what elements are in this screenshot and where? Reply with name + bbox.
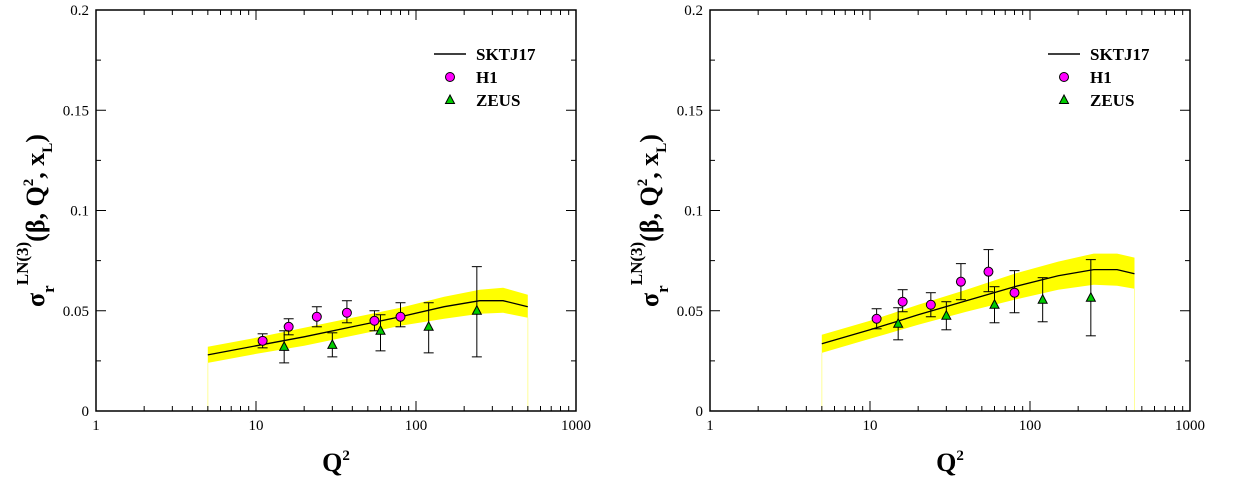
legend-marker-zeus xyxy=(444,93,456,104)
y-tick-label: 0.15 xyxy=(677,103,703,119)
y-tick-label: 0.15 xyxy=(63,103,89,119)
legend-label: H1 xyxy=(476,68,498,87)
legend-label: ZEUS xyxy=(1090,91,1134,110)
x-axis-title: Q2 xyxy=(322,448,350,477)
y-axis-title: σrLN(3)(β, Q2, xL) xyxy=(13,134,58,307)
h1-point xyxy=(369,315,380,326)
h1-point xyxy=(871,313,882,324)
y-tick-label: 0.2 xyxy=(70,3,89,19)
y-tick-label: 0.1 xyxy=(684,204,703,220)
y-axis-title: σrLN(3)(β, Q2, xL) xyxy=(627,134,672,307)
h1-point xyxy=(925,299,936,310)
legend-label: SKTJ17 xyxy=(1090,45,1150,64)
x-tick-label: 1 xyxy=(706,418,714,434)
h1-point xyxy=(1009,287,1020,298)
y-tick-label: 0 xyxy=(82,404,90,420)
zeus-point xyxy=(375,324,386,335)
y-tick-label: 0 xyxy=(696,404,704,420)
uncertainty-band xyxy=(821,253,1135,353)
x-tick-label: 1000 xyxy=(561,418,591,434)
zeus-point xyxy=(989,298,1000,309)
h1-point xyxy=(983,266,994,277)
legend-marker-zeus xyxy=(1058,93,1070,104)
chart-1: 1 10 100 1000 0 0.05 0.1 0.15 0.2 Q2 σrLN(3)(β, Q2… xyxy=(13,3,591,477)
zeus-point xyxy=(1085,291,1097,302)
x-tick-label: 100 xyxy=(1019,418,1042,434)
y-tick-label: 0.05 xyxy=(677,304,703,320)
h1-point xyxy=(311,311,322,322)
x-tick-label: 1 xyxy=(92,418,100,434)
y-tick-label: 0.1 xyxy=(70,204,89,220)
x-tick-label: 100 xyxy=(405,418,428,434)
legend-marker-h1 xyxy=(1059,72,1069,82)
x-tick-label: 10 xyxy=(249,418,264,434)
zeus-point xyxy=(941,309,952,320)
legend-marker-h1 xyxy=(445,72,455,82)
legend-label: SKTJ17 xyxy=(476,45,536,64)
zeus-point xyxy=(423,320,434,331)
zeus-point xyxy=(892,317,904,328)
x-tick-label: 10 xyxy=(863,418,878,434)
h1-point xyxy=(283,321,294,332)
x-tick-label: 1000 xyxy=(1175,418,1205,434)
h1-point xyxy=(341,307,352,318)
zeus-point xyxy=(327,338,338,349)
zeus-point xyxy=(1037,293,1048,304)
y-tick-label: 0.2 xyxy=(684,3,703,19)
h1-point xyxy=(955,276,966,287)
zeus-point xyxy=(471,304,483,315)
chart-2: 1 10 100 1000 0 0.05 0.1 0.15 0.2 Q2 σrLN(3)(β, Q2… xyxy=(627,3,1205,477)
plot-frame xyxy=(95,9,577,412)
legend-label: H1 xyxy=(1090,68,1112,87)
h1-point xyxy=(897,296,908,307)
zeus-point xyxy=(278,340,290,351)
x-axis-title: Q2 xyxy=(936,448,964,477)
legend-label: ZEUS xyxy=(476,91,520,110)
uncertainty-band xyxy=(207,287,528,363)
h1-point xyxy=(395,311,406,322)
plot-frame xyxy=(709,9,1191,412)
h1-point xyxy=(257,335,268,346)
y-tick-label: 0.05 xyxy=(63,304,89,320)
